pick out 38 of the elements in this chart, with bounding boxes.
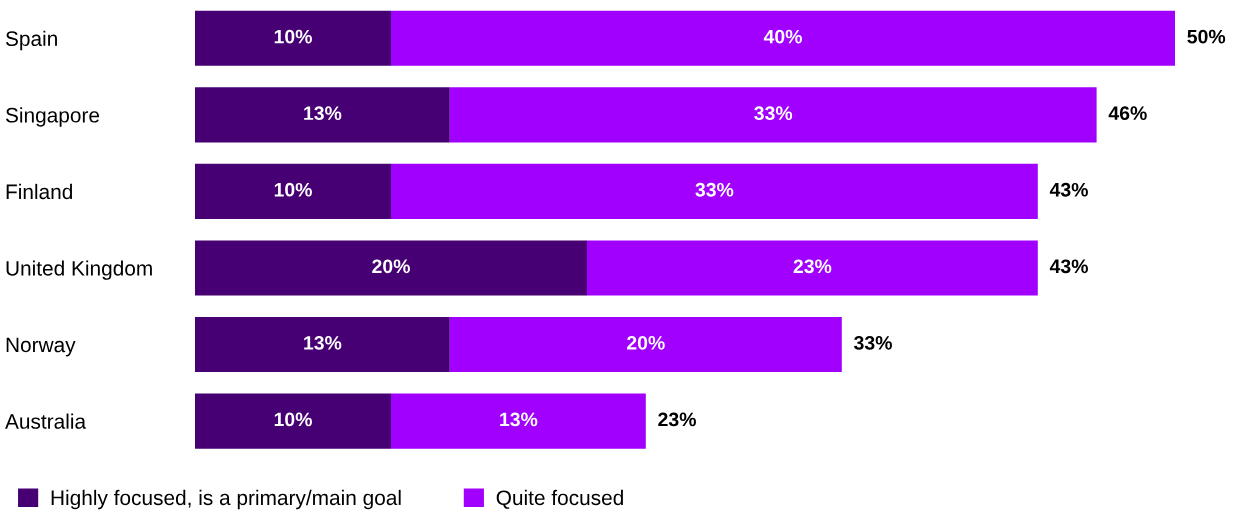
- bar: [195, 240, 587, 296]
- bar: [195, 316, 450, 373]
- bar: [391, 10, 1175, 66]
- y-tick-label: Norway: [6, 337, 76, 357]
- y-tick-label: Spain: [5, 30, 57, 51]
- data-label: 33%: [754, 106, 793, 121]
- bar: [449, 87, 1097, 143]
- data-label: 10%: [274, 29, 312, 44]
- bar: [449, 316, 842, 373]
- data-label: 13%: [304, 106, 342, 121]
- data-label: 13%: [304, 335, 342, 350]
- total-label: 33%: [854, 335, 892, 350]
- bar: [391, 163, 1038, 219]
- bar: [587, 240, 1038, 296]
- data-label: 33%: [695, 182, 734, 197]
- data-label: 23%: [793, 259, 832, 274]
- data-label: 13%: [500, 412, 538, 427]
- legend-label: Highly focused, is a primary/main goal: [51, 489, 401, 510]
- data-label: 10%: [274, 182, 312, 197]
- total-label: 43%: [1049, 182, 1088, 197]
- bar: [195, 87, 450, 143]
- legend-label: Quite focused: [496, 489, 623, 509]
- bar: [391, 393, 646, 449]
- data-label: 10%: [274, 412, 312, 427]
- bar: [195, 163, 391, 219]
- bar: [195, 10, 391, 66]
- total-label: 50%: [1187, 29, 1226, 44]
- y-tick-label: United Kingdom: [6, 260, 152, 280]
- data-label: 20%: [627, 335, 665, 350]
- total-label: 23%: [658, 412, 696, 427]
- total-label: 43%: [1049, 259, 1088, 274]
- data-label: 40%: [763, 29, 802, 44]
- total-label: 46%: [1108, 106, 1147, 121]
- y-tick-label: Finland: [6, 183, 72, 200]
- y-tick-label: Singapore: [5, 107, 100, 127]
- data-label: 20%: [372, 259, 410, 274]
- bar: [195, 393, 391, 449]
- y-tick-label: Australia: [5, 413, 87, 429]
